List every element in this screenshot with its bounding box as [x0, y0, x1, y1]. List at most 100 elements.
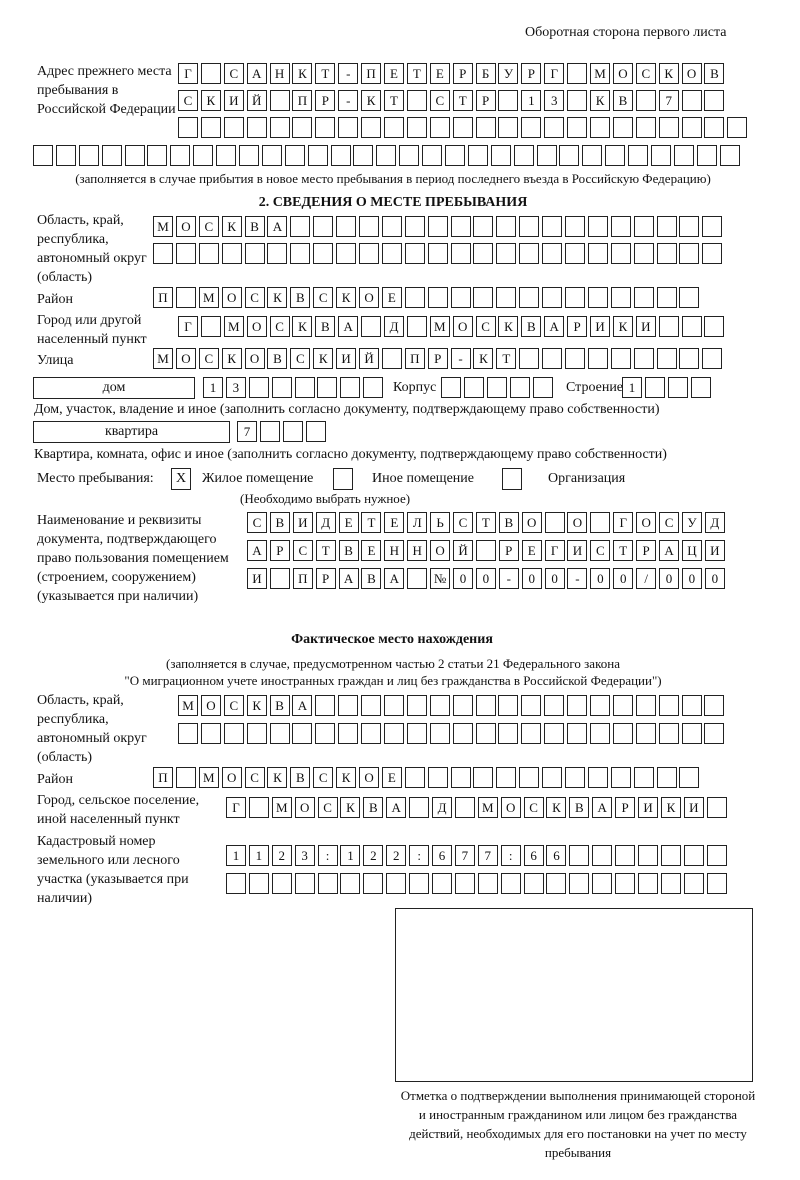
char-cell[interactable]: В: [569, 797, 590, 818]
char-cell[interactable]: [567, 90, 588, 111]
char-cell[interactable]: [496, 287, 517, 308]
char-cell[interactable]: [565, 767, 586, 788]
char-cell[interactable]: Р: [475, 90, 496, 111]
char-cell[interactable]: [635, 695, 656, 716]
char-cell[interactable]: [359, 243, 380, 264]
char-cell[interactable]: [519, 243, 540, 264]
char-cell[interactable]: К: [612, 316, 633, 337]
char-cell[interactable]: С: [523, 797, 544, 818]
char-cell[interactable]: [542, 767, 563, 788]
char-cell[interactable]: [542, 243, 563, 264]
char-cell[interactable]: [612, 723, 633, 744]
char-cell[interactable]: С: [198, 348, 219, 369]
char-cell[interactable]: [587, 767, 608, 788]
char-cell[interactable]: [313, 216, 334, 237]
char-cell[interactable]: Г: [544, 540, 565, 561]
char-cell[interactable]: [315, 723, 336, 744]
char-cell[interactable]: [315, 117, 336, 138]
char-cell[interactable]: [376, 145, 397, 166]
char-cell[interactable]: [384, 695, 405, 716]
char-cell[interactable]: [683, 873, 704, 894]
char-cell[interactable]: Т: [452, 90, 473, 111]
char-cell[interactable]: [702, 216, 723, 237]
char-cell[interactable]: [454, 797, 475, 818]
char-cell[interactable]: [422, 145, 443, 166]
char-cell[interactable]: [406, 117, 427, 138]
char-cell[interactable]: Р: [521, 63, 542, 84]
char-cell[interactable]: С: [590, 540, 611, 561]
char-cell[interactable]: [681, 117, 702, 138]
char-cell[interactable]: [363, 873, 384, 894]
char-cell[interactable]: С: [223, 695, 244, 716]
char-cell[interactable]: О: [636, 512, 657, 533]
char-cell[interactable]: Е: [384, 512, 405, 533]
char-cell[interactable]: [542, 287, 563, 308]
char-cell[interactable]: 3: [225, 377, 246, 398]
char-cell[interactable]: С: [453, 512, 474, 533]
char-cell[interactable]: [590, 117, 611, 138]
char-cell[interactable]: [427, 216, 448, 237]
char-cell[interactable]: [409, 873, 430, 894]
option-other-checkbox[interactable]: [333, 468, 353, 490]
char-cell[interactable]: К: [292, 63, 313, 84]
char-cell[interactable]: [656, 287, 677, 308]
char-cell[interactable]: Р: [427, 348, 448, 369]
char-cell[interactable]: К: [361, 90, 382, 111]
char-cell[interactable]: [226, 873, 246, 894]
char-cell[interactable]: [294, 377, 315, 398]
char-cell[interactable]: 6: [432, 845, 453, 866]
char-cell[interactable]: [704, 723, 725, 744]
char-cell[interactable]: [55, 145, 76, 166]
char-cell[interactable]: 7: [658, 90, 679, 111]
char-cell[interactable]: А: [659, 540, 680, 561]
char-cell[interactable]: В: [290, 767, 311, 788]
char-cell[interactable]: П: [153, 767, 173, 788]
char-cell[interactable]: [679, 767, 700, 788]
char-cell[interactable]: К: [336, 287, 357, 308]
char-cell[interactable]: [450, 243, 471, 264]
char-cell[interactable]: [590, 723, 611, 744]
char-cell[interactable]: И: [247, 568, 267, 589]
char-cell[interactable]: Е: [338, 512, 359, 533]
char-cell[interactable]: 0: [659, 568, 680, 589]
char-cell[interactable]: К: [660, 797, 681, 818]
cadastre-row-2[interactable]: [226, 873, 730, 894]
char-cell[interactable]: К: [473, 348, 494, 369]
char-cell[interactable]: [406, 316, 427, 337]
char-cell[interactable]: [429, 695, 450, 716]
char-cell[interactable]: С: [292, 540, 313, 561]
char-cell[interactable]: А: [384, 568, 405, 589]
char-cell[interactable]: [638, 873, 659, 894]
char-cell[interactable]: [200, 723, 221, 744]
char-cell[interactable]: [633, 287, 654, 308]
char-cell[interactable]: [681, 90, 702, 111]
char-cell[interactable]: В: [267, 348, 288, 369]
char-cell[interactable]: И: [567, 540, 588, 561]
char-cell[interactable]: Т: [496, 348, 517, 369]
char-cell[interactable]: /: [636, 568, 657, 589]
char-cell[interactable]: [170, 145, 191, 166]
char-cell[interactable]: И: [683, 797, 704, 818]
char-cell[interactable]: [353, 145, 374, 166]
char-cell[interactable]: А: [386, 797, 407, 818]
char-cell[interactable]: :: [500, 845, 521, 866]
char-cell[interactable]: Т: [384, 90, 405, 111]
char-cell[interactable]: [473, 243, 494, 264]
char-cell[interactable]: Р: [567, 316, 588, 337]
char-cell[interactable]: К: [340, 797, 361, 818]
char-cell[interactable]: [427, 243, 448, 264]
char-cell[interactable]: [475, 117, 496, 138]
char-cell[interactable]: К: [246, 695, 267, 716]
char-cell[interactable]: [635, 723, 656, 744]
char-cell[interactable]: [498, 117, 519, 138]
char-cell[interactable]: [406, 723, 427, 744]
char-cell[interactable]: С: [429, 90, 450, 111]
char-cell[interactable]: 3: [544, 90, 565, 111]
char-cell[interactable]: [679, 348, 700, 369]
char-cell[interactable]: К: [292, 316, 313, 337]
char-cell[interactable]: О: [359, 767, 380, 788]
